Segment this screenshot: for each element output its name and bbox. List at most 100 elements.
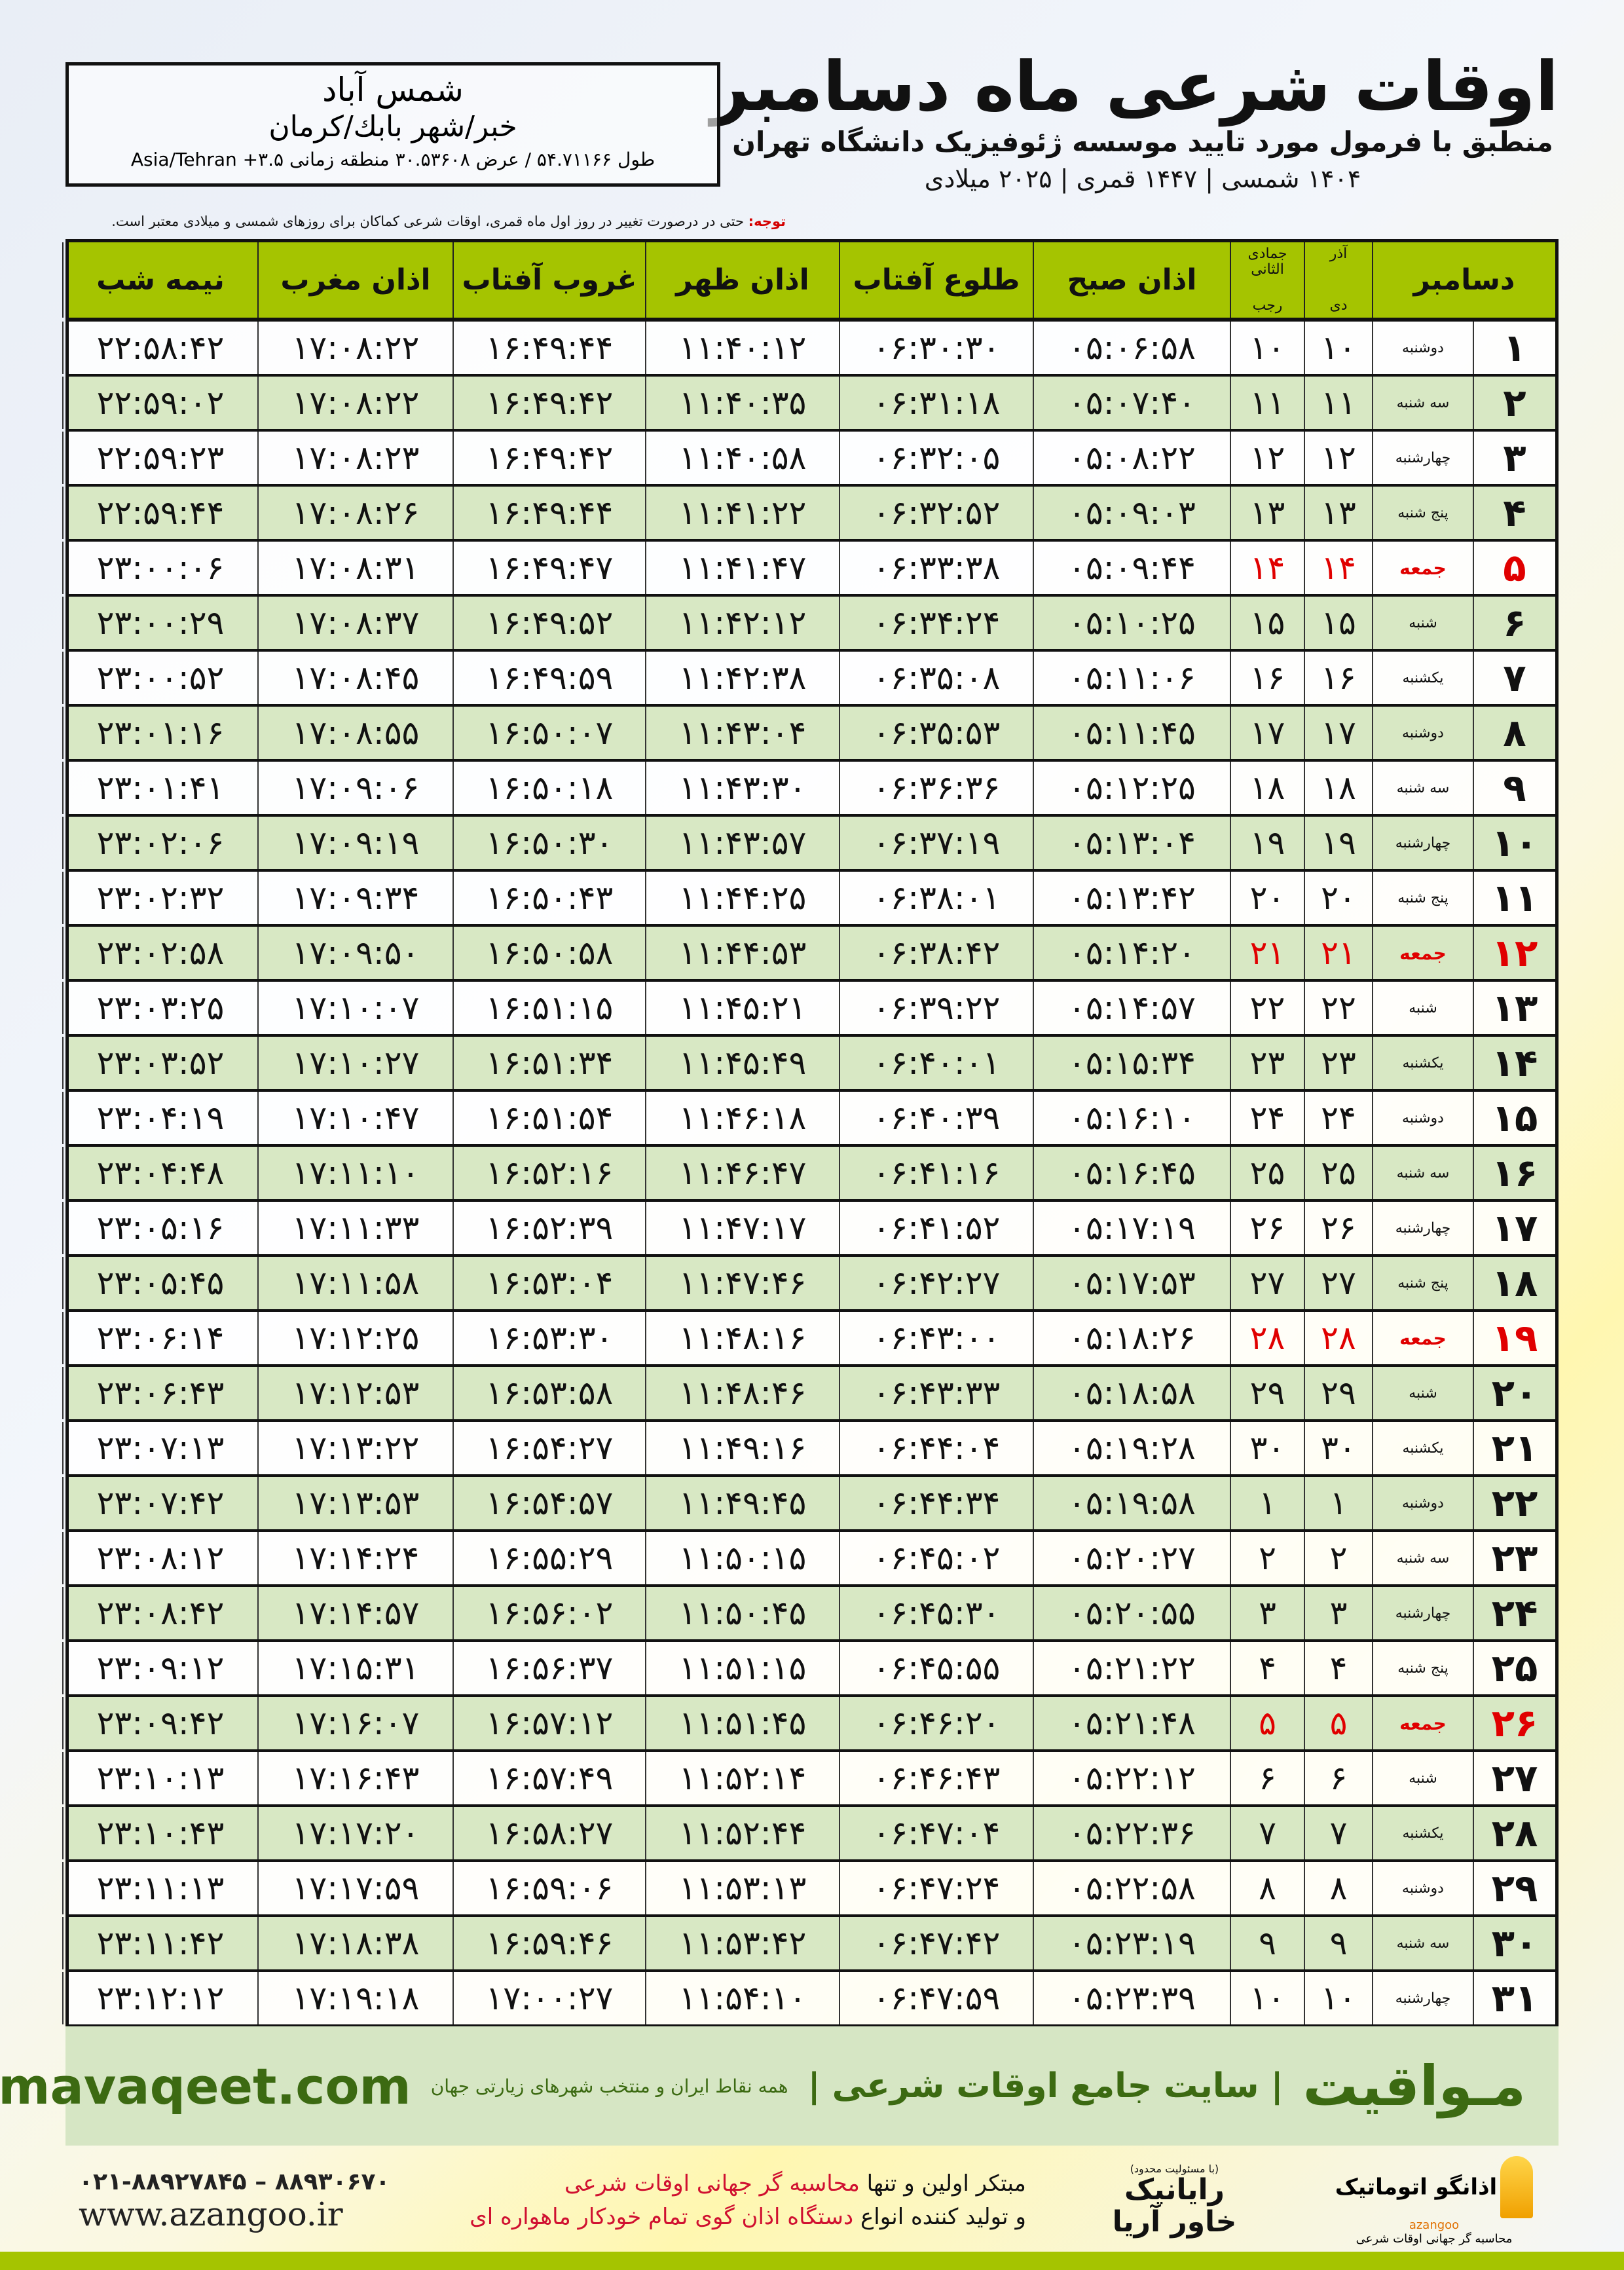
table-row: ۱۰ چهارشنبه ۱۹ ۱۹ ۰۵:۱۳:۰۴ ۰۶:۳۷:۱۹ ۱۱:۴۳:۵۷ ۱۶… <box>62 817 1555 872</box>
note-text: حتی در درصورت تغییر در روز اول ماه قمری،… <box>111 214 748 229</box>
mavaqeet-tagline: | سایت جامع اوقات شرعی | <box>807 2066 1283 2106</box>
hijri-day: ۱۳ <box>1230 487 1304 539</box>
weekday: جمعه <box>1372 1697 1473 1749</box>
azangoo-link[interactable]: www.azangoo.ir <box>79 2195 343 2233</box>
fajr-time: ۰۵:۰۸:۲۲ <box>1033 432 1230 484</box>
hijri-day: ۸ <box>1230 1862 1304 1914</box>
day-number: ۱۷ <box>1473 1202 1555 1254</box>
sunset-time: ۱۶:۵۶:۰۲ <box>452 1587 645 1639</box>
day-number: ۲۷ <box>1473 1752 1555 1804</box>
ad-line1-a: مبتکر اولین و تنها <box>859 2170 1026 2197</box>
sunset-time: ۱۶:۵۹:۰۶ <box>452 1862 645 1914</box>
day-number: ۲۶ <box>1473 1697 1555 1749</box>
sunrise-time: ۰۶:۳۸:۴۲ <box>839 927 1033 979</box>
dhuhr-time: ۱۱:۴۲:۳۸ <box>645 652 839 704</box>
hijri-day: ۲۲ <box>1230 982 1304 1034</box>
dhuhr-time: ۱۱:۵۰:۴۵ <box>645 1587 839 1639</box>
weekday: سه شنبه <box>1372 1917 1473 1969</box>
weekday: سه شنبه <box>1372 377 1473 429</box>
midnight-time: ۲۳:۰۹:۱۲ <box>62 1642 257 1694</box>
shamsi-day: ۷ <box>1304 1807 1372 1859</box>
maghrib-time: ۱۷:۰۹:۳۴ <box>257 872 452 924</box>
sunset-time: ۱۶:۵۹:۴۶ <box>452 1917 645 1969</box>
header-fajr: اذان صبح <box>1033 242 1230 318</box>
sunrise-time: ۰۶:۳۳:۳۸ <box>839 542 1033 594</box>
fajr-time: ۰۵:۲۳:۱۹ <box>1033 1917 1230 1969</box>
sunset-time: ۱۶:۵۱:۵۴ <box>452 1092 645 1144</box>
location-coords: طول ۵۴.۷۱۱۶۶ / عرض ۳۰.۵۳۶۰۸ منطقه زمانی … <box>130 149 655 170</box>
maghrib-time: ۱۷:۱۷:۲۰ <box>257 1807 452 1859</box>
hijri-day: ۲۴ <box>1230 1092 1304 1144</box>
day-number: ۲۰ <box>1473 1367 1555 1419</box>
mavaqeet-link[interactable]: mavaqeet.com <box>0 2056 411 2115</box>
shamsi-day: ۵ <box>1304 1697 1372 1749</box>
midnight-time: ۲۳:۱۱:۴۲ <box>62 1917 257 1969</box>
fajr-time: ۰۵:۰۶:۵۸ <box>1033 322 1230 374</box>
location-box: شمس آباد خبر/شهر بابك/كرمان طول ۵۴.۷۱۱۶۶… <box>65 62 720 187</box>
dhuhr-time: ۱۱:۴۵:۴۹ <box>645 1037 839 1089</box>
weekday: یکشنبه <box>1372 1422 1473 1474</box>
hijri-day: ۳۰ <box>1230 1422 1304 1474</box>
day-number: ۳۱ <box>1473 1972 1555 2024</box>
hijri-day: ۲ <box>1230 1532 1304 1584</box>
ad-line2-b: دستگاه اذان گوی تمام خودکار ماهواره ای <box>470 2204 854 2230</box>
day-number: ۲۴ <box>1473 1587 1555 1639</box>
page-subtitle: منطبق با فرمول مورد تایید موسسه ژئوفیزیک… <box>732 126 1553 158</box>
footer: اذانگو اتوماتیک azangoo محاسبه گر جهانی … <box>65 2155 1559 2246</box>
dhuhr-time: ۱۱:۵۴:۱۰ <box>645 1972 839 2024</box>
sunset-time: ۱۶:۵۵:۲۹ <box>452 1532 645 1584</box>
maghrib-time: ۱۷:۱۰:۲۷ <box>257 1037 452 1089</box>
dhuhr-time: ۱۱:۴۴:۵۳ <box>645 927 839 979</box>
weekday: دوشنبه <box>1372 1092 1473 1144</box>
azangoo-logo: اذانگو اتوماتیک azangoo محاسبه گر جهانی … <box>1323 2155 1545 2246</box>
hijri-day: ۲۸ <box>1230 1312 1304 1364</box>
shamsi-day: ۱۵ <box>1304 597 1372 649</box>
dhuhr-time: ۱۱:۵۳:۴۲ <box>645 1917 839 1969</box>
table-row: ۲۸ یکشنبه ۷ ۷ ۰۵:۲۲:۳۶ ۰۶:۴۷:۰۴ ۱۱:۵۲:۴۴ ۱۶:۵۸:… <box>62 1807 1555 1862</box>
year-line: ۱۴۰۴ شمسی | ۱۴۴۷ قمری | ۲۰۲۵ میلادی <box>924 164 1361 193</box>
dhuhr-time: ۱۱:۵۳:۱۳ <box>645 1862 839 1914</box>
sunset-time: ۱۶:۵۲:۳۹ <box>452 1202 645 1254</box>
sunrise-time: ۰۶:۳۲:۵۲ <box>839 487 1033 539</box>
header-month: دسامبر <box>1372 242 1555 318</box>
sunset-time: ۱۶:۵۷:۴۹ <box>452 1752 645 1804</box>
sunset-time: ۱۶:۵۰:۱۸ <box>452 762 645 814</box>
hijri-day: ۲۵ <box>1230 1147 1304 1199</box>
sunset-time: ۱۷:۰۰:۲۷ <box>452 1972 645 2024</box>
hijri-day: ۱۶ <box>1230 652 1304 704</box>
header-sunset: غروب آفتاب <box>452 242 645 318</box>
hijri-day: ۱۰ <box>1230 322 1304 374</box>
sunset-time: ۱۶:۵۲:۱۶ <box>452 1147 645 1199</box>
shamsi-day: ۲۳ <box>1304 1037 1372 1089</box>
sunset-time: ۱۶:۴۹:۴۴ <box>452 487 645 539</box>
day-number: ۲۸ <box>1473 1807 1555 1859</box>
midnight-time: ۲۲:۵۹:۴۴ <box>62 487 257 539</box>
weekday: دوشنبه <box>1372 322 1473 374</box>
dhuhr-time: ۱۱:۴۱:۴۷ <box>645 542 839 594</box>
header-dhuhr: اذان ظهر <box>645 242 839 318</box>
page-title: اوقات شرعی ماه دسامبر <box>710 47 1559 126</box>
midnight-time: ۲۲:۵۹:۰۲ <box>62 377 257 429</box>
shamsi-day: ۱۳ <box>1304 487 1372 539</box>
shamsi-day: ۸ <box>1304 1862 1372 1914</box>
rayanik-small: (با مسئولیت محدود) <box>1130 2162 1219 2175</box>
table-row: ۲۷ شنبه ۶ ۶ ۰۵:۲۲:۱۲ ۰۶:۴۶:۴۳ ۱۱:۵۲:۱۴ ۱۶:۵۷:۴۹… <box>62 1752 1555 1807</box>
day-number: ۱۹ <box>1473 1312 1555 1364</box>
shamsi-day: ۲۱ <box>1304 927 1372 979</box>
bottom-stripe <box>0 2252 1624 2270</box>
shamsi-day: ۱۲ <box>1304 432 1372 484</box>
header-midnight: نیمه شب <box>62 242 257 318</box>
dhuhr-time: ۱۱:۴۰:۱۲ <box>645 322 839 374</box>
sunrise-time: ۰۶:۳۶:۳۶ <box>839 762 1033 814</box>
shamsi-day: ۱۹ <box>1304 817 1372 869</box>
midnight-time: ۲۳:۰۲:۵۸ <box>62 927 257 979</box>
midnight-time: ۲۳:۰۰:۵۲ <box>62 652 257 704</box>
header-maghrib: اذان مغرب <box>257 242 452 318</box>
maghrib-time: ۱۷:۰۸:۲۲ <box>257 322 452 374</box>
sunrise-time: ۰۶:۴۲:۲۷ <box>839 1257 1033 1309</box>
fajr-time: ۰۵:۱۲:۲۵ <box>1033 762 1230 814</box>
hijri-day: ۱۴ <box>1230 542 1304 594</box>
weekday: چهارشنبه <box>1372 1972 1473 2024</box>
day-number: ۱۶ <box>1473 1147 1555 1199</box>
maghrib-time: ۱۷:۱۲:۵۳ <box>257 1367 452 1419</box>
